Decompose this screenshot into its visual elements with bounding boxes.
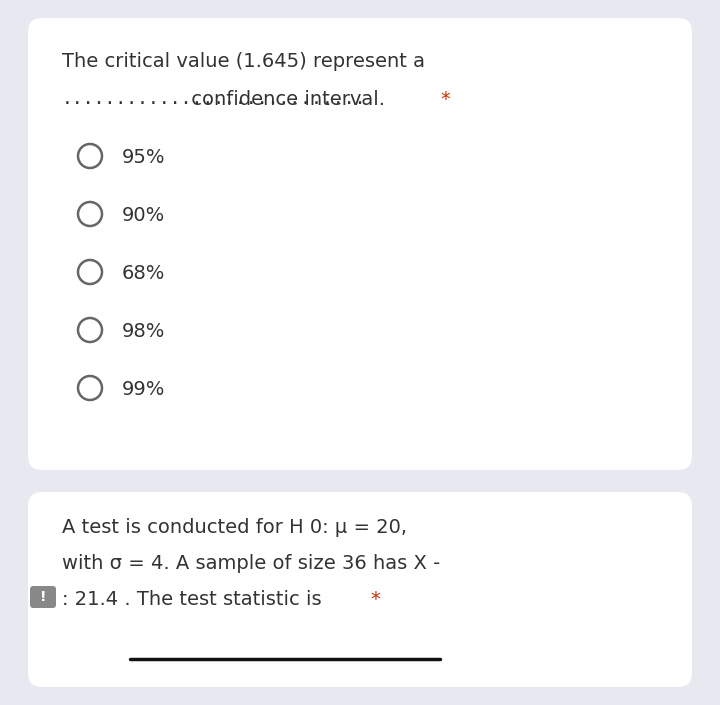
Circle shape [78, 202, 102, 226]
Circle shape [78, 318, 102, 342]
Text: *: * [440, 90, 450, 109]
Text: !: ! [40, 590, 46, 604]
Text: A test is conducted for H 0: μ = 20,: A test is conducted for H 0: μ = 20, [62, 518, 407, 537]
FancyBboxPatch shape [28, 18, 692, 470]
Text: ............................: ............................ [62, 90, 366, 108]
Circle shape [78, 376, 102, 400]
FancyBboxPatch shape [28, 492, 692, 687]
Text: : 21.4 . The test statistic is: : 21.4 . The test statistic is [62, 590, 328, 609]
Text: 68%: 68% [122, 264, 166, 283]
Text: *: * [370, 590, 380, 609]
FancyBboxPatch shape [30, 586, 56, 608]
Text: 99%: 99% [122, 380, 166, 399]
Text: with σ = 4. A sample of size 36 has X -: with σ = 4. A sample of size 36 has X - [62, 554, 440, 573]
Text: The critical value (1.645) represent a: The critical value (1.645) represent a [62, 52, 425, 71]
Circle shape [78, 144, 102, 168]
Text: confidence interval.: confidence interval. [185, 90, 391, 109]
Text: 95%: 95% [122, 148, 166, 167]
Text: 90%: 90% [122, 206, 166, 225]
Circle shape [78, 260, 102, 284]
Text: 98%: 98% [122, 322, 166, 341]
